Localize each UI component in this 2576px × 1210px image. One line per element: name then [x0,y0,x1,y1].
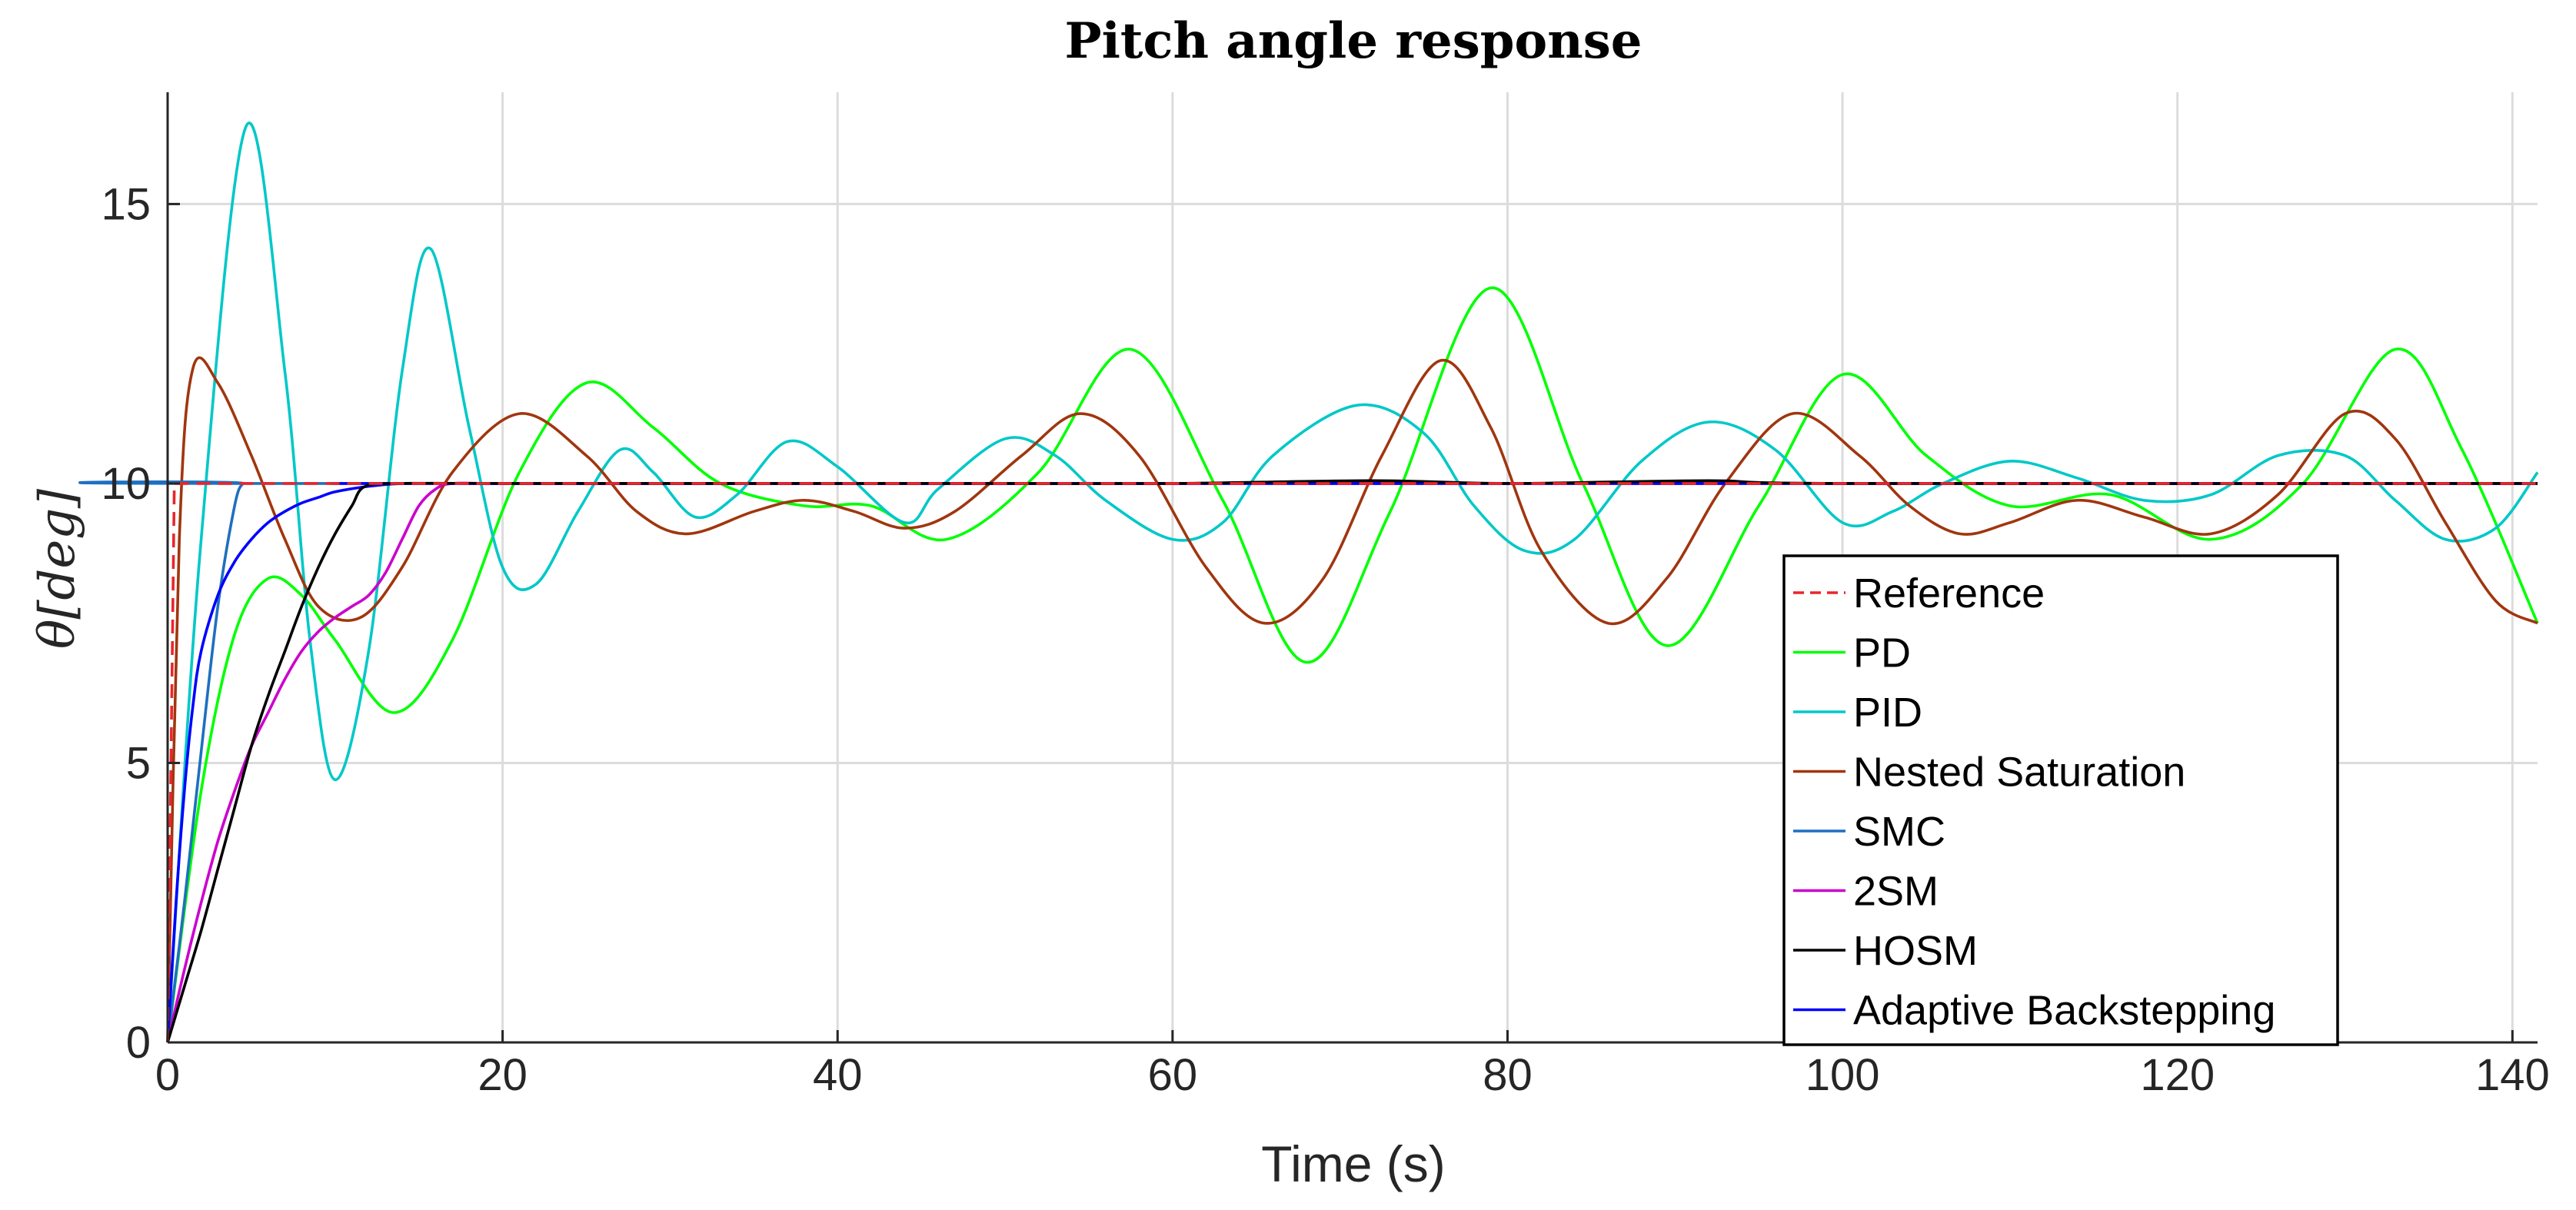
y-tick-label: 0 [126,1018,151,1068]
x-axis-label: Time (s) [1261,1135,1446,1192]
legend-box [1782,554,2339,1046]
series-line-pd [166,286,2539,1043]
y-tick-label: 10 [101,459,151,509]
y-tick-label: 15 [101,179,151,229]
legend-label-pd: PD [1853,630,1911,676]
x-tick-label: 0 [155,1050,180,1100]
legend-label-nested-saturation: Nested Saturation [1853,750,2185,796]
legend-label-reference: Reference [1853,570,2045,617]
legend-label-2sm: 2SM [1853,869,1939,915]
legend-label-smc: SMC [1853,809,1945,855]
x-tick-label: 100 [1806,1050,1880,1100]
x-tick-label: 20 [478,1050,528,1100]
legend-label-hosm: HOSM [1853,928,1978,974]
x-tick-label: 140 [2475,1050,2550,1100]
legend: Reference PD PID Nested Saturation SMC 2SM HOS… [1782,554,2339,1046]
x-tick-label: 60 [1148,1050,1198,1100]
chart-title: Pitch angle response [1064,12,1642,70]
legend-label-pid: PID [1853,690,1922,736]
series-line-pid [166,121,2539,1043]
tick-labels: 0 20 40 60 80 100 120 140 0 5 10 15 [101,179,2549,1100]
x-tick-label: 40 [813,1050,863,1100]
y-tick-label: 5 [126,738,151,788]
x-tick-label: 80 [1483,1050,1533,1100]
x-tick-label: 120 [2140,1050,2215,1100]
y-axis-label: θ[deg] [29,488,86,649]
legend-label-adaptive-backstepping: Adaptive Backstepping [1853,988,2275,1034]
